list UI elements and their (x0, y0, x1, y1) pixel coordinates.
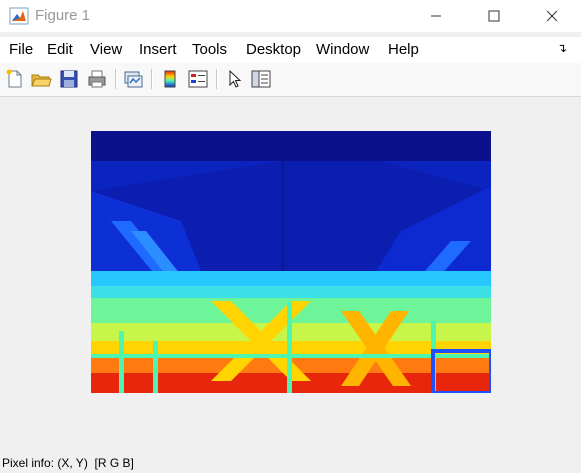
menu-edit[interactable]: Edit (47, 41, 73, 58)
figure-canvas[interactable] (0, 97, 581, 449)
menu-tools[interactable]: Tools (192, 41, 228, 58)
open-file-button[interactable] (30, 68, 52, 90)
menu-file[interactable]: File (9, 41, 34, 58)
floppy-disk-icon (60, 70, 78, 88)
property-inspector-icon (251, 70, 271, 88)
window-title: Figure 1 (35, 7, 91, 24)
new-figure-button[interactable] (4, 68, 26, 90)
menu-bar: File Edit View Insert Tools Desktop Wind… (0, 37, 581, 63)
colorbar-icon (164, 70, 176, 88)
menu-desktop[interactable]: Desktop (246, 41, 302, 58)
menu-window[interactable]: Window (316, 41, 370, 58)
menu-view[interactable]: View (90, 41, 123, 58)
insert-colorbar-button[interactable] (159, 68, 181, 90)
menu-help[interactable]: Help (388, 41, 419, 58)
depth-image[interactable] (91, 131, 491, 393)
minimize-icon (431, 15, 441, 17)
link-plot-button[interactable] (122, 68, 144, 90)
printer-icon (88, 70, 106, 88)
print-button[interactable] (86, 68, 108, 90)
title-bar: Figure 1 (0, 0, 581, 32)
pixel-info-status: Pixel info: (X, Y) [R G B] (2, 456, 134, 470)
maximize-button[interactable] (471, 0, 517, 32)
property-inspector-button[interactable] (250, 68, 272, 90)
toolbar-separator (216, 69, 218, 89)
new-file-icon (6, 69, 22, 88)
dock-arrow-icon[interactable]: ↴ (557, 41, 568, 55)
maximize-icon (488, 10, 500, 22)
minimize-button[interactable] (413, 0, 459, 32)
link-plot-icon (124, 71, 143, 88)
matlab-icon (9, 7, 29, 25)
toolbar-separator (115, 69, 117, 89)
menu-insert[interactable]: Insert (139, 41, 177, 58)
folder-icon (31, 74, 52, 87)
close-icon (546, 10, 558, 22)
save-button[interactable] (58, 68, 80, 90)
edit-plot-button[interactable] (224, 68, 246, 90)
pointer-arrow-icon (229, 69, 242, 88)
legend-icon (188, 70, 208, 88)
figure-toolbar (0, 63, 581, 97)
toolbar-separator (151, 69, 153, 89)
close-button[interactable] (529, 0, 575, 32)
insert-legend-button[interactable] (187, 68, 209, 90)
